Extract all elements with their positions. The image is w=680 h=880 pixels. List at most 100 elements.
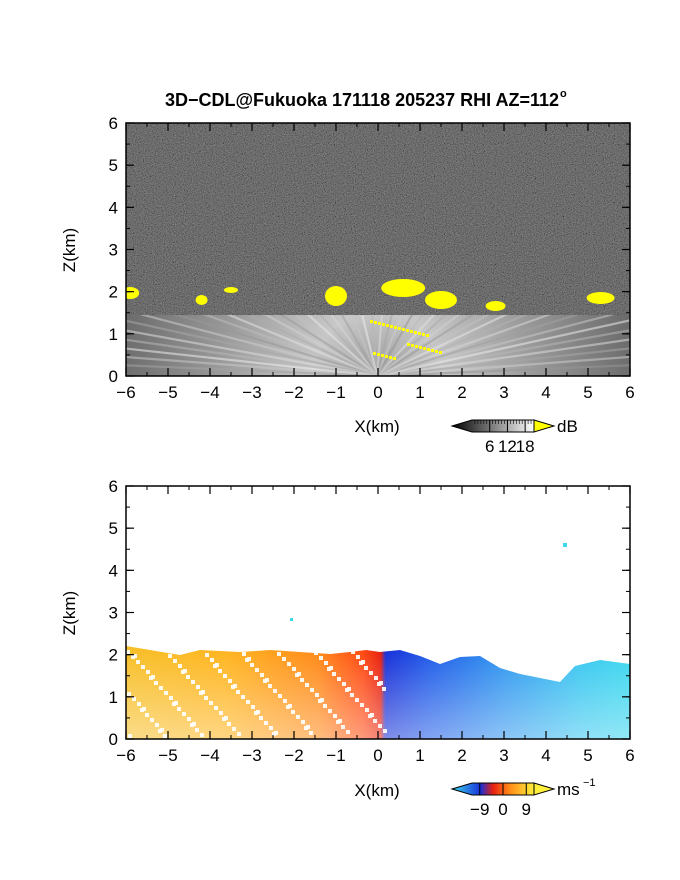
velocity-gap-pixel: [338, 719, 342, 723]
x-tick-label: 3: [499, 746, 508, 765]
y-tick-label: 6: [109, 477, 118, 496]
saturated-speck: [423, 347, 426, 350]
intensity-ray: [376, 355, 630, 376]
velocity-colorbar: −9 0 9 ms −1: [450, 777, 596, 819]
velocity-gap-pixel: [187, 717, 191, 721]
saturated-speck: [431, 349, 434, 352]
colorbar-tick-label: 6: [485, 437, 494, 456]
velocity-gap-pixel: [241, 695, 245, 699]
velocity-gap-pixel: [283, 699, 287, 703]
intensity-ray: [126, 347, 378, 376]
saturated-speck: [385, 355, 388, 358]
x-tick-label: 1: [415, 383, 424, 402]
saturated-speck: [389, 356, 392, 359]
intensity-ylabel: Z(km): [60, 228, 79, 272]
velocity-gap-pixel: [214, 706, 218, 710]
velocity-gap-pixel: [137, 702, 141, 706]
colorbar-tick-label: 18: [516, 437, 535, 456]
velocity-gap-pixel: [347, 687, 351, 691]
velocity-gap-pixel: [246, 700, 250, 704]
saturated-speck: [374, 321, 377, 324]
velocity-gap-pixel: [126, 650, 130, 654]
x-tick-label: −2: [284, 746, 303, 765]
x-tick-label: 6: [625, 746, 634, 765]
saturated-speck: [386, 324, 389, 327]
velocity-gap-pixel: [264, 721, 268, 725]
saturated-speck: [393, 357, 396, 360]
x-tick-label: −6: [116, 746, 135, 765]
intensity-rays: [126, 123, 630, 376]
intensity-ray: [376, 308, 630, 376]
velocity-gap-pixel: [228, 679, 232, 683]
intensity-ray: [376, 329, 630, 376]
intensity-upper-noise: [126, 123, 630, 315]
velocity-gap-pixel: [332, 672, 336, 676]
velocity-gap-pixel: [268, 684, 272, 688]
velocity-gap-pixel: [169, 696, 173, 700]
colorbar-tick-label: −9: [470, 800, 489, 819]
velocity-gap-pixel: [159, 686, 163, 690]
velocity-gap-pixel: [183, 669, 187, 673]
velocity-gap-pixel: [210, 658, 214, 662]
colorbar-tick-label: 12: [498, 437, 517, 456]
velocity-isolated-pixel: [290, 618, 293, 621]
y-tick-label: 5: [109, 519, 118, 538]
velocity-gap-pixel: [227, 722, 231, 726]
velocity-gap-pixel: [337, 677, 341, 681]
velocity-gap-pixel: [342, 682, 346, 686]
saturated-speck: [422, 333, 425, 336]
velocity-gap-pixel: [251, 705, 255, 709]
velocity-gap-pixel: [382, 687, 386, 691]
velocity-gap-pixel: [142, 707, 146, 711]
velocity-gap-pixel: [320, 698, 324, 702]
velocity-gap-pixel: [259, 716, 263, 720]
y-tick-label: 0: [109, 730, 118, 749]
x-tick-label: 4: [541, 746, 550, 765]
velocity-gap-pixel: [219, 711, 223, 715]
intensity-ray: [126, 309, 378, 376]
saturated-speck: [394, 326, 397, 329]
y-tick-label: 0: [109, 367, 118, 386]
velocity-gap-pixel: [151, 675, 155, 679]
velocity-gap-pixel: [309, 731, 313, 735]
velocity-gap-pixel: [355, 698, 359, 702]
x-tick-label: 4: [541, 383, 550, 402]
intensity-ray: [376, 338, 630, 376]
velocity-gap-pixel: [247, 657, 251, 661]
velocity-gap-pixel: [282, 657, 286, 661]
velocity-gap-pixel: [132, 697, 136, 701]
velocity-gap-pixel: [136, 660, 140, 664]
saturated-speck: [411, 344, 414, 347]
velocity-gap-pixel: [177, 707, 181, 711]
figure-title: 3D−CDL@Fukuoka 171118 205237 RHI AZ=112 …: [165, 88, 567, 110]
intensity-xlabel: X(km): [354, 417, 399, 436]
velocity-gap-pixel: [192, 722, 196, 726]
saturated-speck: [406, 329, 409, 332]
intensity-colorbar-over-arrow: [533, 419, 556, 433]
velocity-gap-pixel: [196, 685, 200, 689]
velocity-gap-pixel: [383, 729, 387, 733]
velocity-gap-pixel: [323, 704, 327, 708]
velocity-gap-pixel: [215, 663, 219, 667]
velocity-gap-pixel: [150, 718, 154, 722]
title-text: 3D−CDL@Fukuoka 171118 205237 RHI AZ=112: [165, 90, 559, 110]
velocity-gap-pixel: [379, 681, 383, 685]
velocity-plot-area: [126, 486, 630, 739]
saturated-speck: [419, 346, 422, 349]
velocity-gap-pixel: [218, 669, 222, 673]
velocity-gap-pixel: [370, 713, 374, 717]
intensity-ray: [376, 298, 626, 376]
saturated-speck: [402, 328, 405, 331]
velocity-gap-pixel: [186, 675, 190, 679]
saturated-speck: [382, 323, 385, 326]
velocity-gap-pixel: [182, 712, 186, 716]
velocity-colorbar-body: [450, 782, 535, 796]
x-tick-label: 5: [583, 383, 592, 402]
intensity-ray: [170, 276, 378, 376]
velocity-gap-pixel: [319, 656, 323, 660]
velocity-gap-pixel: [145, 713, 149, 717]
velocity-gap-pixel: [333, 714, 337, 718]
